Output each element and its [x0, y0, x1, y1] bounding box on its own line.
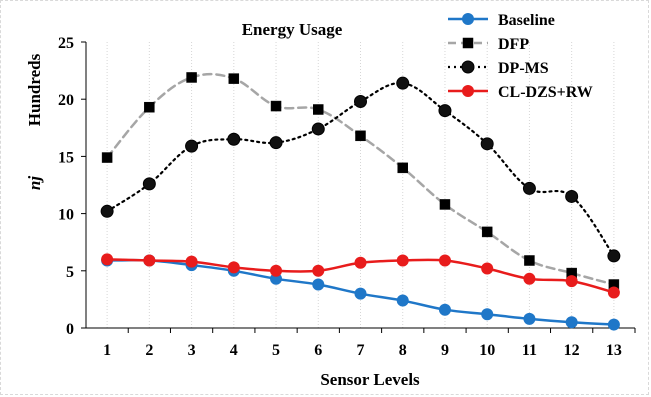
data-point: [438, 254, 451, 267]
series-dp-ms: [100, 76, 621, 263]
y-tick-label: 15: [58, 149, 74, 166]
data-point: [396, 254, 409, 267]
data-point: [565, 316, 578, 329]
series-dfp: [101, 72, 620, 290]
data-point: [186, 72, 197, 83]
y-tick-label: 25: [58, 35, 74, 52]
data-point: [101, 152, 113, 163]
data-point: [438, 104, 452, 118]
x-tick-label: 6: [314, 342, 322, 359]
y-axis-label: nj: [25, 176, 44, 190]
legend-label: CL-DZS+RW: [498, 84, 593, 101]
series-cl-dzs-rw: [101, 253, 620, 299]
data-point: [396, 294, 409, 307]
y-tick-label: 5: [66, 264, 74, 281]
data-point: [522, 181, 536, 195]
data-point: [311, 122, 325, 136]
y-tick-label: 0: [66, 321, 74, 338]
y-tick-label: 20: [58, 92, 74, 109]
x-tick-label: 5: [272, 342, 280, 359]
data-point: [354, 287, 367, 300]
legend-item: Baseline: [448, 12, 555, 29]
data-point: [100, 204, 114, 218]
data-point: [354, 94, 367, 108]
x-tick-label: 11: [522, 342, 537, 359]
x-tick-label: 7: [357, 342, 365, 359]
data-point: [312, 264, 325, 277]
data-point: [607, 249, 621, 263]
legend-label: DP-MS: [498, 60, 549, 77]
x-tick-label: 8: [399, 342, 407, 359]
data-point: [481, 308, 494, 321]
x-tick-label: 3: [188, 342, 196, 359]
data-point: [565, 189, 579, 203]
legend-swatch-marker: [462, 85, 474, 97]
legend: Baseline DFP DP-MS CL-DZS+RW: [448, 12, 593, 101]
data-point: [438, 303, 451, 316]
legend-item: DFP: [448, 36, 529, 53]
legend-swatch-marker: [461, 60, 475, 74]
y-ticks: 0 5 10 15 20 25: [58, 35, 86, 338]
series-layer: [100, 72, 621, 331]
x-tick-label: 2: [145, 342, 153, 359]
legend-label: DFP: [498, 36, 529, 53]
data-point: [607, 318, 620, 331]
data-point: [269, 136, 283, 150]
data-point: [565, 275, 578, 288]
x-ticks: 1 2 3 4 5 6 7 8 9 10 11 12 13: [103, 328, 636, 359]
data-point: [481, 226, 493, 238]
data-point: [397, 162, 408, 174]
data-point: [354, 256, 367, 269]
data-point: [312, 278, 325, 291]
x-tick-label: 10: [479, 342, 495, 359]
data-point: [481, 262, 494, 275]
x-tick-label: 4: [230, 342, 238, 359]
legend-label: Baseline: [498, 12, 555, 29]
data-point: [227, 261, 240, 274]
chart-title: Energy Usage: [242, 20, 343, 39]
data-point: [313, 104, 324, 115]
legend-swatch-marker: [462, 13, 474, 25]
data-point: [523, 312, 536, 325]
data-point: [228, 73, 240, 84]
data-point: [355, 130, 366, 142]
data-point: [270, 100, 282, 112]
data-point: [142, 177, 156, 191]
legend-item: DP-MS: [448, 60, 549, 77]
legend-item: CL-DZS+RW: [448, 84, 593, 101]
y-axis-units-label: Hundreds: [25, 53, 44, 126]
data-point: [523, 272, 536, 285]
data-point: [480, 137, 494, 151]
data-point: [607, 286, 620, 299]
data-point: [227, 132, 241, 146]
legend-swatch-marker: [462, 37, 474, 49]
data-point: [396, 76, 410, 90]
x-tick-label: 9: [441, 342, 449, 359]
y-tick-label: 10: [58, 207, 74, 224]
data-point: [185, 255, 198, 268]
data-point: [185, 139, 199, 153]
data-point: [524, 255, 535, 266]
x-tick-label: 12: [564, 342, 580, 359]
x-tick-label: 1: [103, 342, 111, 359]
data-point: [101, 253, 114, 266]
data-point: [270, 264, 283, 277]
x-tick-label: 13: [606, 342, 622, 359]
data-point: [144, 101, 155, 113]
data-point: [143, 254, 156, 267]
data-point: [439, 199, 451, 210]
x-axis-label: Sensor Levels: [320, 370, 420, 389]
